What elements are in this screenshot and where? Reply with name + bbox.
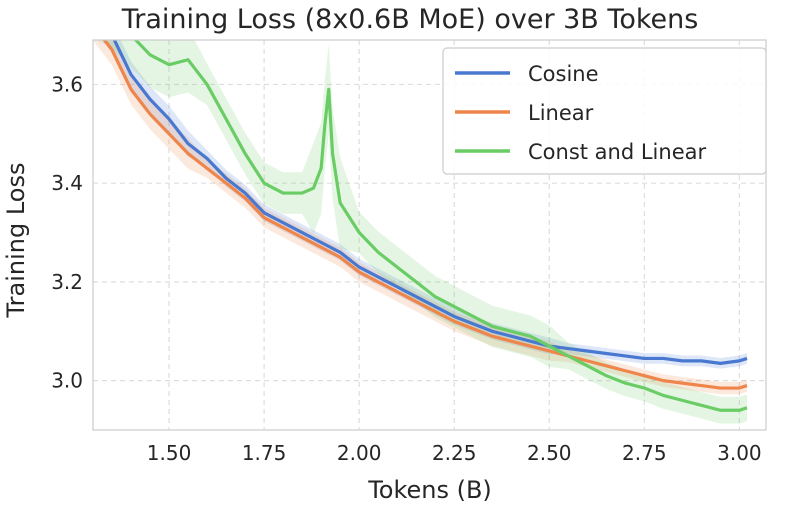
x-tick-label: 1.75 xyxy=(242,441,287,465)
x-tick-label: 2.00 xyxy=(337,441,382,465)
y-tick-label: 3.4 xyxy=(51,171,83,195)
legend-label: Cosine xyxy=(528,62,599,86)
legend-label: Linear xyxy=(528,101,594,125)
legend-box xyxy=(442,47,767,175)
series-line-1 xyxy=(102,40,748,390)
x-tick-label: 2.50 xyxy=(527,441,572,465)
band-2 xyxy=(96,40,747,424)
plot-frame xyxy=(92,39,767,431)
legend-label: Const and Linear xyxy=(528,140,706,164)
x-tick-label: 2.25 xyxy=(432,441,477,465)
x-axis-label: Tokens (B) xyxy=(367,476,492,504)
x-tick-label: 2.75 xyxy=(622,441,667,465)
legend: Cosine Linear Const and Linear xyxy=(442,47,767,175)
series-line-2 xyxy=(133,40,748,412)
y-tick-labels: 3.0 3.2 3.4 3.6 xyxy=(51,72,83,392)
x-tick-label: 1.50 xyxy=(147,441,192,465)
y-tick-label: 3.2 xyxy=(51,270,83,294)
y-tick-label: 3.0 xyxy=(51,369,83,393)
series-line-0 xyxy=(112,40,748,365)
y-tick-label: 3.6 xyxy=(51,72,83,96)
x-tick-label: 3.00 xyxy=(717,441,762,465)
y-axis-label: Training Loss xyxy=(2,163,30,319)
series-lines xyxy=(102,40,748,412)
chart-title: Training Loss (8x0.6B MoE) over 3B Token… xyxy=(121,4,699,35)
x-tick-labels: 1.50 1.75 2.00 2.25 2.50 2.75 3.00 xyxy=(147,441,762,465)
